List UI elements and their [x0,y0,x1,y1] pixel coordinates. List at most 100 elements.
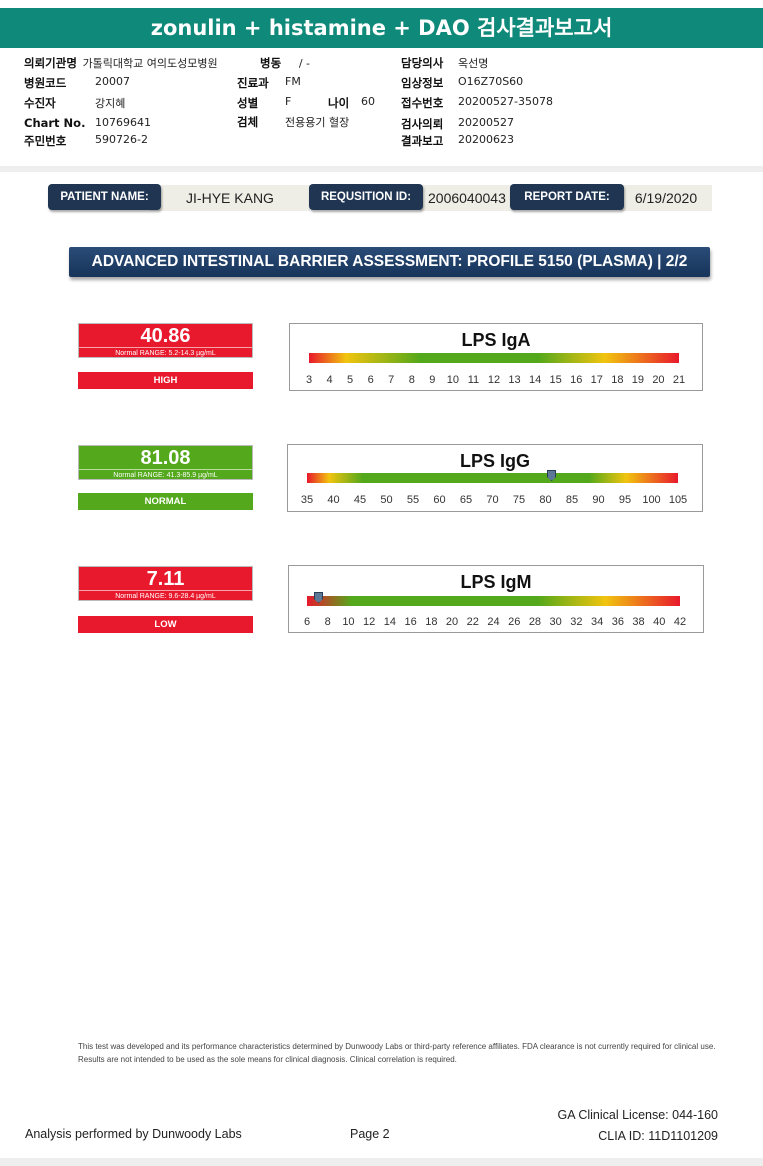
header-row: 성별 F 나이 60 [237,95,375,111]
gauge-tick-label: 50 [380,494,393,506]
gauge-bar [307,596,680,606]
header-label: 주민번호 [24,134,67,148]
header-row: 검체 전용용기 혈장 [237,114,349,130]
result-card-iga: 40.86 Normal RANGE: 5.2-14.3 µg/mL HIGH [78,323,253,389]
gauge-tick-label: 8 [324,616,331,628]
header-label: 성별 [237,96,259,110]
gauge-tick-label: 11 [467,374,480,386]
gauge-tick-label: 10 [342,616,355,628]
gauge-marker-icon [547,470,556,481]
requisition-id: 2006040043 [420,185,515,211]
gauge-tick-label: 20 [652,374,665,386]
gauge-tick-label: 36 [611,616,624,628]
header-label: Chart No. [24,116,86,130]
requisition-id-label: REQUSITION ID: [309,184,423,210]
section-title: ADVANCED INTESTINAL BARRIER ASSESSMENT: … [69,247,710,277]
header-value: 강지혜 [95,97,126,110]
gauge-tick-label: 6 [367,374,374,386]
gauge-tick-label: 35 [300,494,314,506]
gauge-tick-label: 95 [618,494,632,506]
gauge-tick-label: 16 [404,616,417,628]
gauge-tick-label: 22 [466,616,479,628]
header-label: 수진자 [24,96,56,110]
header-label: 검사의뢰 [401,117,444,131]
gauge-tick-label: 24 [487,616,500,628]
gauge-tick-label: 90 [592,494,605,506]
header-label: 진료과 [237,76,269,90]
header-value: 590726-2 [95,133,148,146]
gauge-tick-label: 10 [446,374,459,386]
gauge-tick-label: 14 [528,374,542,386]
gauge-tick-labels: 6 8 10 12 14 16 18 20 22 24 26 28 30 32 34 36 38 40 42 [304,616,686,630]
gauge-tick-label: 5 [347,374,354,386]
gauge-igm: LPS IgM 6 8 10 12 14 16 18 20 22 24 26 28 30 32 34 36 38… [288,565,704,633]
header-label: 병원코드 [24,76,67,90]
result-status: LOW [78,616,253,633]
header-label: 의뢰기관명 [24,56,77,70]
header-row: Chart No. 10769641 [24,116,151,130]
header-label: 임상정보 [401,76,444,90]
bottom-band [0,1158,763,1166]
gauge-tick-label: 19 [631,374,644,386]
gauge-tick-label: 40 [653,616,666,628]
gauge-tick-label: 16 [570,374,583,386]
gauge-marker-icon [314,592,323,603]
header-value: 옥선명 [458,57,489,70]
report-date: 6/19/2020 [620,185,712,211]
korean-header-info: 의뢰기관명 가톨릭대학교 여의도성모병원 병원코드 20007 수진자 강지혜 … [0,48,763,167]
header-row: 담당의사 옥선명 [401,55,488,71]
gauge-tick-label: 65 [459,494,473,506]
header-row: 주민번호 590726-2 [24,133,148,149]
gauge-tick-label: 80 [539,494,552,506]
gauge-tick-label: 100 [642,494,661,506]
gauge-tick-label: 4 [326,374,333,386]
gauge-tick-label: 17 [590,374,603,386]
gauge-tick-labels: 3 4 5 6 7 8 9 10 11 12 13 14 15 16 17 18 19 20 21 [306,374,685,388]
result-value-box: 81.08 Normal RANGE: 41.3-85.9 µg/mL [78,445,253,480]
footer-clia: CLIA ID: 11D1101209 [598,1129,718,1143]
header-row: 접수번호 20200527-35078 [401,95,553,111]
header-value: FM [285,75,301,88]
result-value-box: 7.11 Normal RANGE: 9.6-28.4 µg/mL [78,566,253,601]
gauge-tick-label: 7 [388,374,395,386]
footer-page: Page 2 [350,1127,390,1141]
header-value: 10769641 [95,116,151,129]
header-value: F [285,95,292,108]
footer-analysis: Analysis performed by Dunwoody Labs [25,1127,242,1141]
gauge-tick-label: 85 [565,494,579,506]
header-row: 임상정보 O16Z70S60 [401,75,523,91]
header-value: 20200527 [458,116,514,129]
header-value: O16Z70S60 [458,75,524,88]
header-row: 의뢰기관명 가톨릭대학교 여의도성모병원 [24,55,218,71]
gauge-iga: LPS IgA 3 4 5 6 7 8 9 10 11 12 13 14 15 16 17 18 19 20 21 [289,323,703,391]
gauge-tick-label: 15 [549,374,562,386]
divider-band [0,166,763,172]
header-value: 20200623 [458,133,514,146]
gauge-tick-label: 9 [429,374,436,386]
result-status: NORMAL [78,493,253,510]
header-value: 가톨릭대학교 여의도성모병원 [82,57,218,70]
report-date-label: REPORT DATE: [510,184,624,210]
gauge-tick-label: 34 [590,616,604,628]
header-row: 수진자 강지혜 [24,95,125,111]
result-value-box: 40.86 Normal RANGE: 5.2-14.3 µg/mL [78,323,253,358]
patient-name: JI-HYE KANG [150,185,310,211]
header-value: 20007 [95,75,130,88]
patient-name-label: PATIENT NAME: [48,184,161,210]
gauge-title: LPS IgG [459,451,530,471]
gauge-tick-label: 18 [611,374,624,386]
result-value: 81.08 [140,447,191,469]
disclaimer: This test was developed and its performa… [78,1042,716,1064]
header-value: / - [298,57,310,70]
gauge-tick-label: 105 [668,494,688,506]
normal-range: Normal RANGE: 9.6-28.4 µg/mL [79,590,252,602]
age-value: 60 [361,95,375,108]
gauge-tick-label: 14 [383,616,396,628]
gauge-tick-label: 75 [512,494,526,506]
gauge-tick-label: 45 [353,494,367,506]
result-status: HIGH [78,372,253,389]
result-card-igg: 81.08 Normal RANGE: 41.3-85.9 µg/mL NORM… [78,445,253,510]
gauge-tick-label: 13 [508,374,521,386]
gauge-tick-label: 40 [327,494,340,506]
gauge-tick-label: 60 [433,494,446,506]
